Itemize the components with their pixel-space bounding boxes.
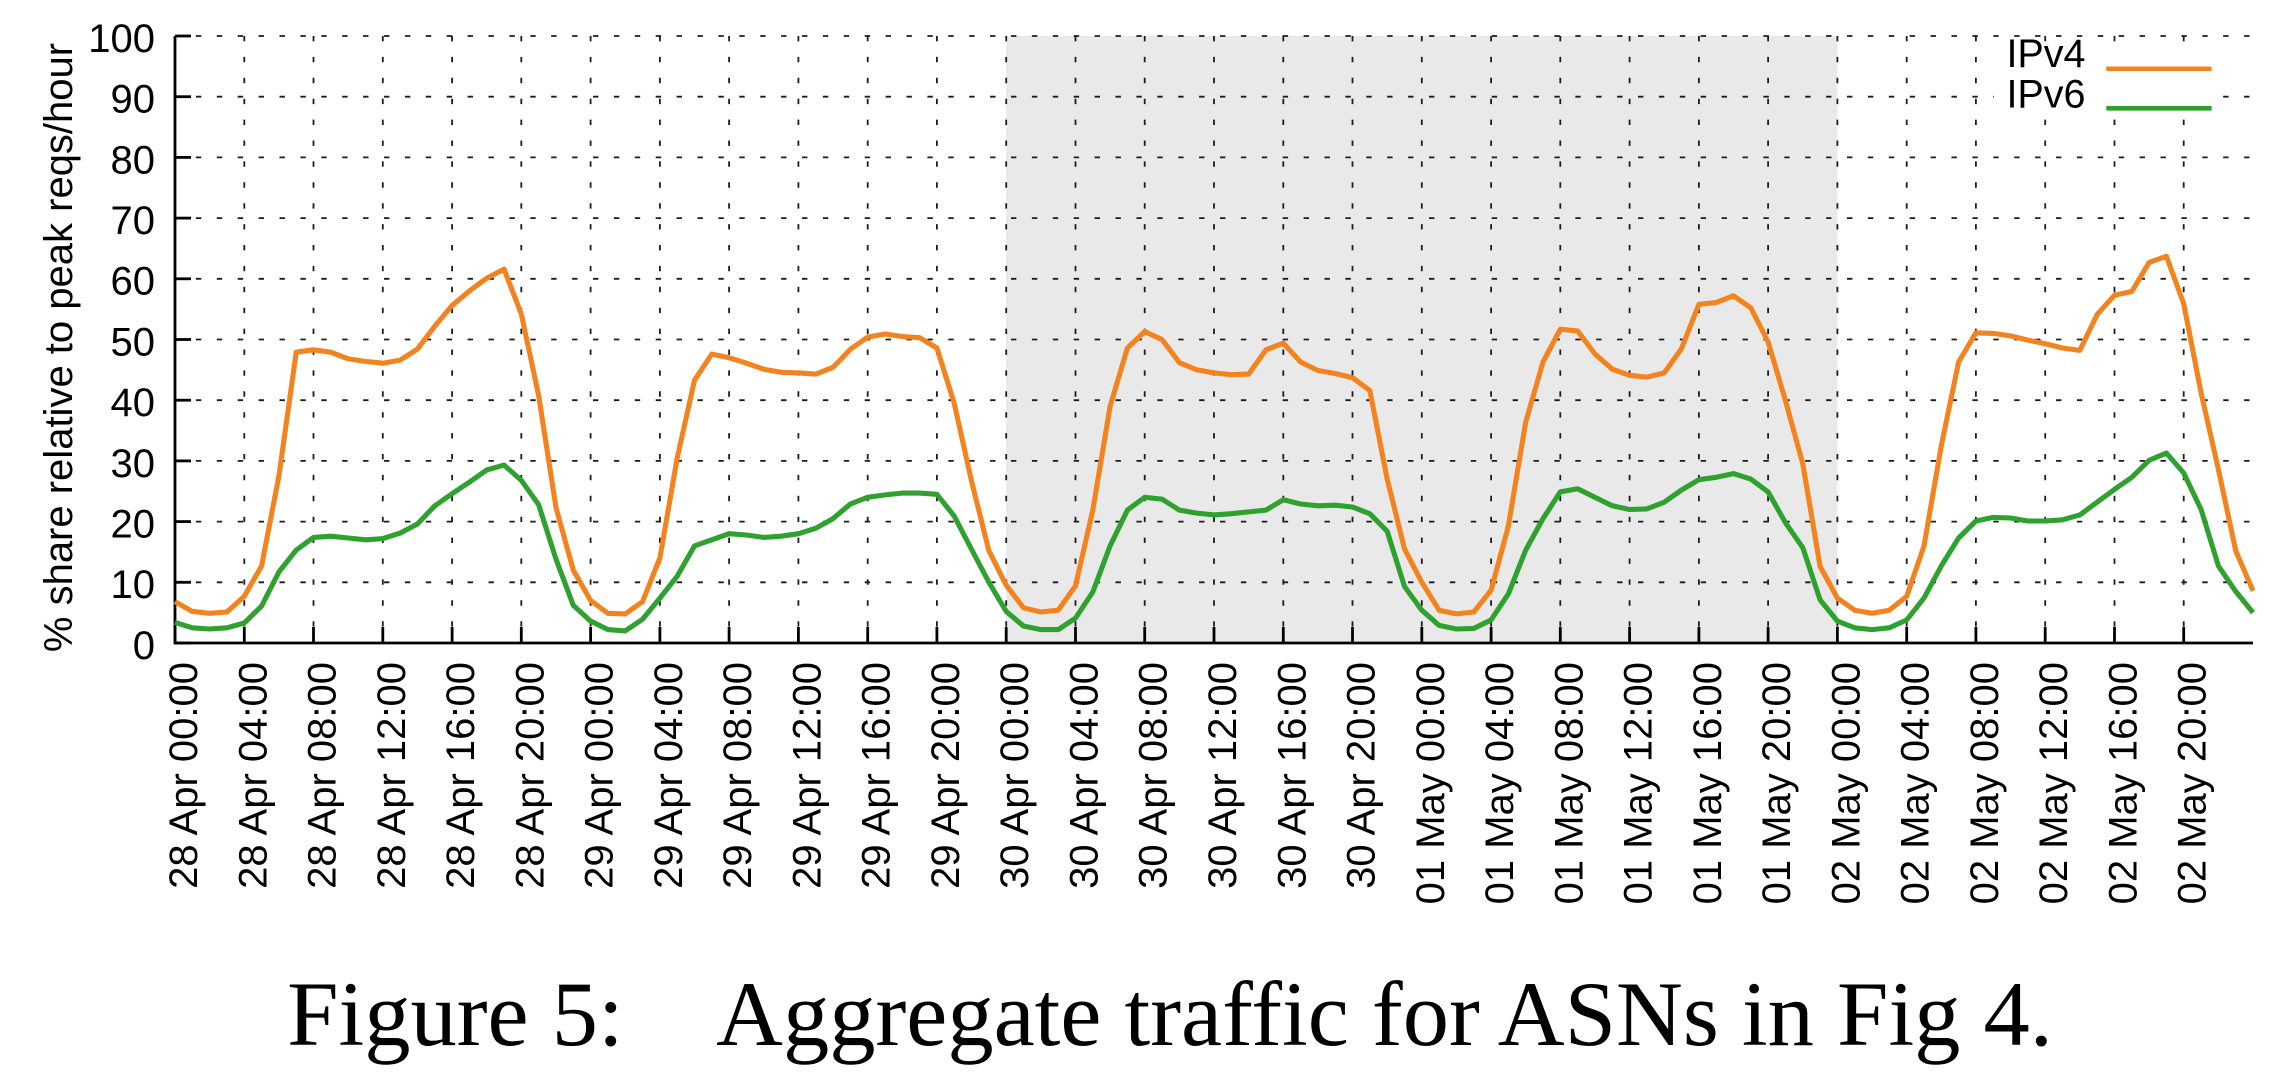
svg-text:02 May 20:00: 02 May 20:00 xyxy=(2171,662,2215,904)
svg-text:30 Apr 12:00: 30 Apr 12:00 xyxy=(1201,662,1245,889)
svg-text:60: 60 xyxy=(111,260,156,304)
svg-text:% share relative to peak reqs/: % share relative to peak reqs/hour xyxy=(37,43,81,652)
svg-text:28 Apr 00:00: 28 Apr 00:00 xyxy=(162,662,206,889)
svg-text:29 Apr 00:00: 29 Apr 00:00 xyxy=(578,662,622,889)
svg-text:02 May 16:00: 02 May 16:00 xyxy=(2102,662,2146,904)
svg-text:Figure 5: Aggregate traffic fo: Figure 5: Aggregate traffic for ASNs in … xyxy=(287,964,2053,1066)
svg-text:29 Apr 04:00: 29 Apr 04:00 xyxy=(647,662,691,889)
svg-text:70: 70 xyxy=(111,199,156,243)
svg-text:28 Apr 16:00: 28 Apr 16:00 xyxy=(439,662,483,889)
svg-text:01 May 20:00: 01 May 20:00 xyxy=(1755,662,1799,904)
svg-text:10: 10 xyxy=(111,563,156,607)
svg-text:30: 30 xyxy=(111,442,156,486)
svg-text:01 May 08:00: 01 May 08:00 xyxy=(1547,662,1591,904)
svg-text:0: 0 xyxy=(133,624,155,668)
svg-text:30 Apr 00:00: 30 Apr 00:00 xyxy=(993,662,1037,889)
svg-text:02 May 04:00: 02 May 04:00 xyxy=(1894,662,1938,904)
svg-text:29 Apr 16:00: 29 Apr 16:00 xyxy=(855,662,899,889)
svg-text:30 Apr 08:00: 30 Apr 08:00 xyxy=(1132,662,1176,889)
svg-text:02 May 12:00: 02 May 12:00 xyxy=(2032,662,2076,904)
svg-text:20: 20 xyxy=(111,503,156,547)
svg-text:50: 50 xyxy=(111,320,156,364)
svg-text:30 Apr 20:00: 30 Apr 20:00 xyxy=(1340,662,1384,889)
svg-text:29 Apr 12:00: 29 Apr 12:00 xyxy=(785,662,829,889)
svg-text:IPv6: IPv6 xyxy=(2006,73,2085,117)
svg-text:01 May 12:00: 01 May 12:00 xyxy=(1617,662,1661,904)
svg-text:90: 90 xyxy=(111,78,156,122)
svg-text:30 Apr 16:00: 30 Apr 16:00 xyxy=(1270,662,1314,889)
svg-text:01 May 00:00: 01 May 00:00 xyxy=(1409,662,1453,904)
svg-text:01 May 04:00: 01 May 04:00 xyxy=(1478,662,1522,904)
svg-text:29 Apr 08:00: 29 Apr 08:00 xyxy=(716,662,760,889)
svg-text:28 Apr 12:00: 28 Apr 12:00 xyxy=(370,662,414,889)
svg-text:02 May 08:00: 02 May 08:00 xyxy=(1963,662,2007,904)
svg-text:28 Apr 04:00: 28 Apr 04:00 xyxy=(231,662,275,889)
svg-text:29 Apr 20:00: 29 Apr 20:00 xyxy=(924,662,968,889)
svg-text:28 Apr 20:00: 28 Apr 20:00 xyxy=(508,662,552,889)
svg-text:40: 40 xyxy=(111,381,156,425)
svg-text:28 Apr 08:00: 28 Apr 08:00 xyxy=(301,662,345,889)
svg-text:30 Apr 04:00: 30 Apr 04:00 xyxy=(1063,662,1107,889)
svg-text:01 May 16:00: 01 May 16:00 xyxy=(1686,662,1730,904)
svg-text:IPv4: IPv4 xyxy=(2006,32,2085,76)
svg-text:100: 100 xyxy=(88,17,155,61)
svg-text:02 May 00:00: 02 May 00:00 xyxy=(1824,662,1868,904)
svg-text:80: 80 xyxy=(111,138,156,182)
